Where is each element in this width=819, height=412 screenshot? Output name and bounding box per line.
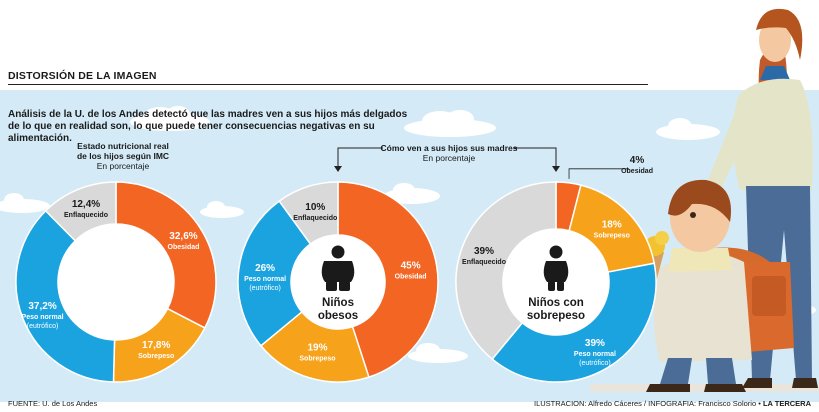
slice-name-label: Peso normal: [574, 351, 616, 358]
center-label: Niños: [322, 297, 354, 309]
slice-value-label: 17,8%: [142, 340, 170, 351]
page-subtitle: Análisis de la U. de los Andes detectó q…: [8, 109, 408, 144]
arrow-down-icon: [334, 166, 342, 172]
left-chart-title-line1: Estado nutricional real: [77, 141, 169, 151]
center-label: Niños con: [528, 297, 584, 309]
slice-subname-label: (eutrófico): [27, 323, 59, 330]
ground-strip: [590, 384, 819, 392]
slice-name-label: Obesidad: [168, 244, 200, 251]
slice-name-label: Sobrepeso: [138, 353, 174, 360]
center-label: sobrepeso: [527, 310, 585, 322]
slice-name-label: Sobrepeso: [594, 233, 630, 240]
slice-name-label: Sobrepeso: [299, 356, 335, 363]
slice-value-label: 19%: [307, 343, 327, 354]
bracket-arrows: [337, 147, 557, 168]
slice-subname-label: (eutrófico): [249, 285, 281, 292]
slice-subname-label: (eutrófico): [579, 360, 611, 367]
cloud-icon: [200, 201, 244, 218]
slice-name-label: Obesidad: [621, 168, 653, 175]
right-charts-title-text: Cómo ven a sus hijos sus madres: [380, 143, 518, 153]
slice-value-label: 4%: [630, 155, 645, 166]
slice-value-label: 32,6%: [169, 231, 197, 242]
slice-value-label: 39%: [474, 246, 494, 257]
header-divider: [8, 84, 648, 85]
slice-name-label: Peso normal: [22, 314, 64, 321]
obese-child-icon: [321, 245, 355, 291]
leader-line: [568, 168, 630, 179]
slice-value-label: 10%: [305, 202, 325, 213]
slice-name-label: Enflaquecido: [64, 212, 108, 219]
cloud-icon: [404, 110, 496, 137]
donut-center: [58, 224, 174, 340]
slice-name-label: Peso normal: [244, 276, 286, 283]
cloud-icon: [384, 183, 440, 204]
header-background: [0, 0, 819, 90]
cloud-icon: [130, 106, 210, 131]
slice-name-label: Enflaquecido: [462, 259, 506, 266]
center-label: obesos: [318, 310, 358, 322]
child-illustration: [645, 179, 794, 392]
footer-credits: ILUSTRACION: Alfredo Cáceres / INFOGRAFI…: [534, 399, 811, 408]
left-chart-title-line2: de los hijos según IMC: [76, 151, 170, 161]
footer-source: FUENTE: U. de Los Andes: [8, 399, 98, 408]
footer-credits-text: ILUSTRACION: Alfredo Cáceres / INFOGRAFI…: [533, 399, 761, 408]
right-charts-unit: En porcentaje: [422, 153, 476, 163]
cloud-icon: [408, 343, 468, 363]
left-chart-title: Estado nutricional real de los hijos seg…: [68, 141, 178, 171]
slice-value-label: 45%: [401, 261, 421, 272]
right-charts-title: Cómo ven a sus hijos sus madres En porce…: [374, 143, 524, 163]
left-chart-unit: En porcentaje: [96, 161, 150, 171]
slice-value-label: 12,4%: [72, 199, 100, 210]
cloud-icon: [0, 193, 50, 213]
slice-value-label: 26%: [255, 263, 275, 274]
slice-value-label: 18%: [602, 220, 622, 231]
overweight-child-icon: [543, 245, 569, 291]
page-title: DISTORSIÓN DE LA IMAGEN: [8, 70, 157, 82]
arrow-down-icon: [552, 166, 560, 172]
footer-brand: LA TERCERA: [762, 399, 811, 408]
slice-value-label: 39%: [585, 338, 605, 349]
slice-value-label: 37,2%: [28, 301, 56, 312]
slice-name-label: Enflaquecido: [293, 215, 337, 222]
cloud-icon: [656, 118, 720, 140]
slice-name-label: Obesidad: [395, 274, 427, 281]
